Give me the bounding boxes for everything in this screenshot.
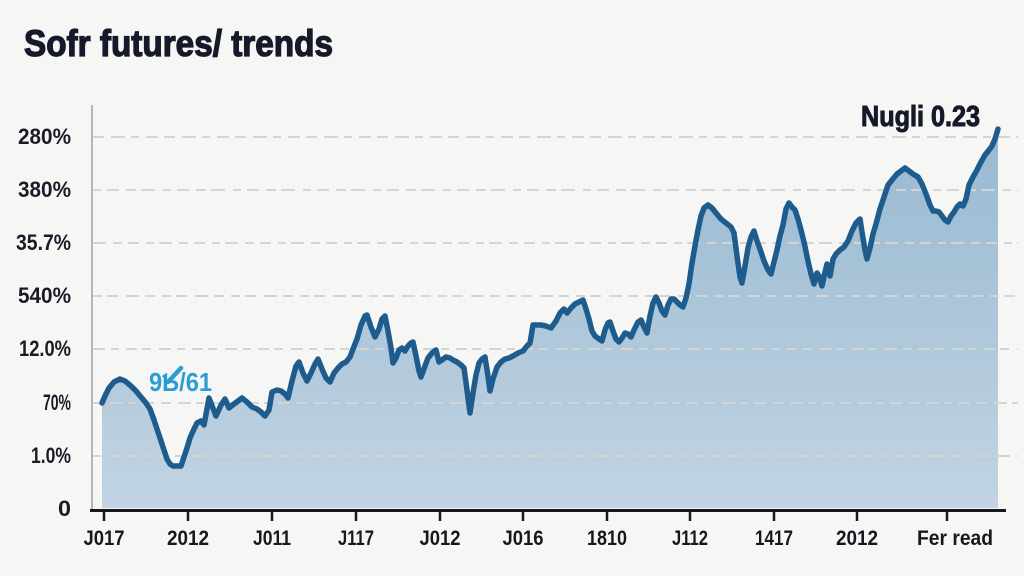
svg-text:12.0%: 12.0% (19, 336, 71, 361)
svg-text:1810: 1810 (587, 527, 627, 550)
svg-text:J011: J011 (253, 527, 291, 550)
svg-text:70%: 70% (43, 390, 71, 415)
svg-text:540%: 540% (18, 283, 71, 308)
svg-text:J112: J112 (672, 527, 708, 550)
svg-text:280%: 280% (18, 124, 71, 149)
svg-text:J117: J117 (338, 527, 374, 550)
svg-text:J016: J016 (503, 527, 544, 550)
svg-text:9Ƅ/61: 9Ƅ/61 (149, 367, 212, 397)
svg-text:Fer read: Fer read (917, 527, 993, 550)
svg-text:Nugli 0.23: Nugli 0.23 (861, 101, 980, 133)
svg-text:Sofr futures/ trends: Sofr futures/ trends (24, 23, 333, 64)
svg-text:380%: 380% (18, 177, 71, 202)
svg-text:1.0%: 1.0% (31, 443, 71, 468)
svg-text:2012: 2012 (167, 527, 209, 550)
svg-text:0: 0 (58, 496, 71, 521)
svg-text:J017: J017 (84, 527, 125, 550)
svg-text:2012: 2012 (836, 527, 878, 550)
svg-text:J012: J012 (420, 527, 461, 550)
svg-text:35.7%: 35.7% (16, 230, 71, 255)
svg-text:1417: 1417 (755, 527, 793, 550)
